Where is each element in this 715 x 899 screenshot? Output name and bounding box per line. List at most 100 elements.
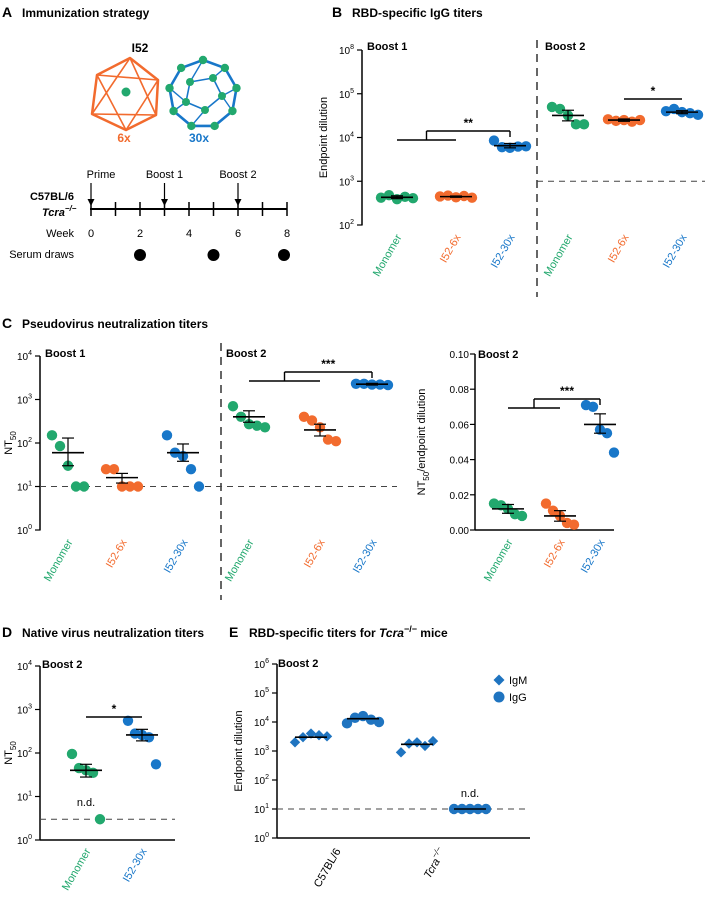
strain-label: C57BL/6	[30, 191, 74, 203]
data-point	[108, 463, 120, 475]
np30-antigen	[165, 83, 174, 93]
data-point	[496, 142, 508, 153]
np30-antigen	[210, 121, 219, 131]
data-point	[54, 440, 66, 452]
data-point	[540, 498, 552, 509]
data-point	[419, 740, 431, 752]
x-category-label: I52-6x	[104, 537, 130, 570]
y-tick-label: 100	[17, 834, 32, 847]
event-arrowhead	[87, 199, 95, 206]
x-category-label: I52-6x	[438, 232, 464, 265]
panel-c-right: Boost 2 0.00 0.02 0.04 0.06 0.08 0.10 NT50/endp…	[416, 349, 620, 584]
data-point	[132, 481, 144, 492]
data-point	[243, 419, 255, 430]
np30-antigen	[218, 92, 226, 100]
data-point	[94, 814, 106, 825]
y-tick-label: 103	[339, 175, 354, 188]
panel-a-title: Immunization strategy	[22, 6, 150, 20]
y-tick-label: 0.06	[450, 420, 470, 431]
y-tick-label: 100	[17, 524, 32, 537]
y-tick-label: 102	[17, 747, 32, 760]
np30-antigen	[228, 106, 237, 116]
y-axis-label: NT50	[3, 741, 18, 765]
panel-c-left: C Pseudovirus neutralization titers 100 101…	[2, 315, 397, 600]
data-point	[116, 481, 128, 492]
week-tick-label: 4	[186, 228, 192, 240]
event-label: Prime	[87, 169, 116, 181]
data-point	[289, 737, 301, 748]
event-label: Boost 2	[219, 169, 256, 181]
week-tick-label: 8	[284, 228, 290, 240]
data-point	[124, 481, 136, 492]
data-point	[70, 481, 82, 492]
data-point	[306, 415, 318, 426]
y-tick-label: 104	[17, 660, 32, 673]
y-axis-label: Endpoint dilution	[318, 97, 330, 178]
data-point	[227, 401, 239, 412]
week-label: Week	[46, 228, 74, 240]
panel-b-label: B	[332, 4, 342, 20]
panel-b-title: RBD-specific IgG titers	[352, 6, 483, 20]
legend-label: IgG	[509, 692, 527, 704]
sig-label: ***	[321, 357, 335, 371]
y-tick-label: 101	[17, 481, 32, 494]
panel-b: B RBD-specific IgG titers 102 103 104 105 108 E…	[318, 4, 705, 297]
panel-e: E RBD-specific titers for Tcra−/− mice Boo…	[229, 624, 530, 890]
data-point	[395, 747, 407, 758]
event-label: Boost 1	[146, 169, 183, 181]
y-tick-label: 105	[339, 88, 354, 101]
np30-antigen	[198, 55, 208, 65]
data-point	[587, 401, 599, 412]
nanoparticle-name: I52	[132, 41, 149, 55]
data-point	[161, 430, 173, 441]
x-category-label: I52-30x	[351, 537, 380, 575]
y-tick-label: 102	[254, 774, 269, 787]
data-point	[466, 192, 478, 203]
panel-c-label: C	[2, 315, 12, 331]
data-point	[488, 135, 500, 146]
panel-d-label: D	[2, 624, 12, 640]
x-category-label: I52-30x	[489, 232, 518, 270]
y-axis-label: NT50/endpoint dilution	[416, 389, 431, 496]
y-tick-label: 101	[17, 791, 32, 804]
serum-draws-label: Serum draws	[9, 249, 74, 261]
event-arrowhead	[161, 199, 168, 206]
knockout-label: Tcra−/−	[42, 204, 77, 219]
x-category-label: I52-30x	[162, 537, 191, 575]
y-tick-label: 103	[254, 745, 269, 758]
serum-draw-dot	[278, 249, 290, 261]
x-category-label: Monomer	[482, 537, 516, 584]
y-tick-label: 0.10	[450, 350, 470, 361]
y-axis-label: Endpoint dilution	[233, 710, 245, 791]
y-tick-label: 104	[254, 716, 269, 729]
y-tick-label: 101	[254, 803, 269, 816]
y-tick-label: 106	[254, 658, 269, 671]
np30-antigen	[186, 78, 194, 86]
data-point	[660, 105, 672, 117]
np30-antigen	[169, 106, 178, 116]
group-label: Boost 2	[226, 348, 266, 360]
sig-label: *	[112, 702, 117, 716]
subtitle: Boost 2	[278, 658, 318, 670]
x-category-label: I52-30x	[121, 846, 150, 884]
data-point	[193, 481, 205, 492]
y-tick-label: 0.08	[450, 385, 470, 396]
x-category-label: Monomer	[542, 232, 576, 279]
data-point	[546, 101, 558, 113]
data-point	[570, 119, 582, 130]
y-tick-label: 0.00	[450, 526, 470, 537]
group-label: Boost 1	[367, 41, 407, 53]
y-tick-label: 102	[17, 437, 32, 450]
panel-d-title: Native virus neutralization titers	[22, 626, 204, 640]
y-tick-label: 102	[339, 219, 354, 232]
sig-label: **	[464, 116, 474, 130]
nd-label: n.d.	[461, 788, 479, 800]
np30-antigen	[176, 63, 186, 73]
panel-a-label: A	[2, 4, 12, 20]
data-point	[554, 103, 566, 115]
data-point	[407, 192, 419, 204]
data-point	[608, 447, 620, 458]
sig-label: *	[651, 84, 656, 98]
panel-a: A Immunization strategy I52 6x 30x C57BL…	[2, 4, 290, 261]
y-tick-label: 0.04	[450, 456, 470, 467]
